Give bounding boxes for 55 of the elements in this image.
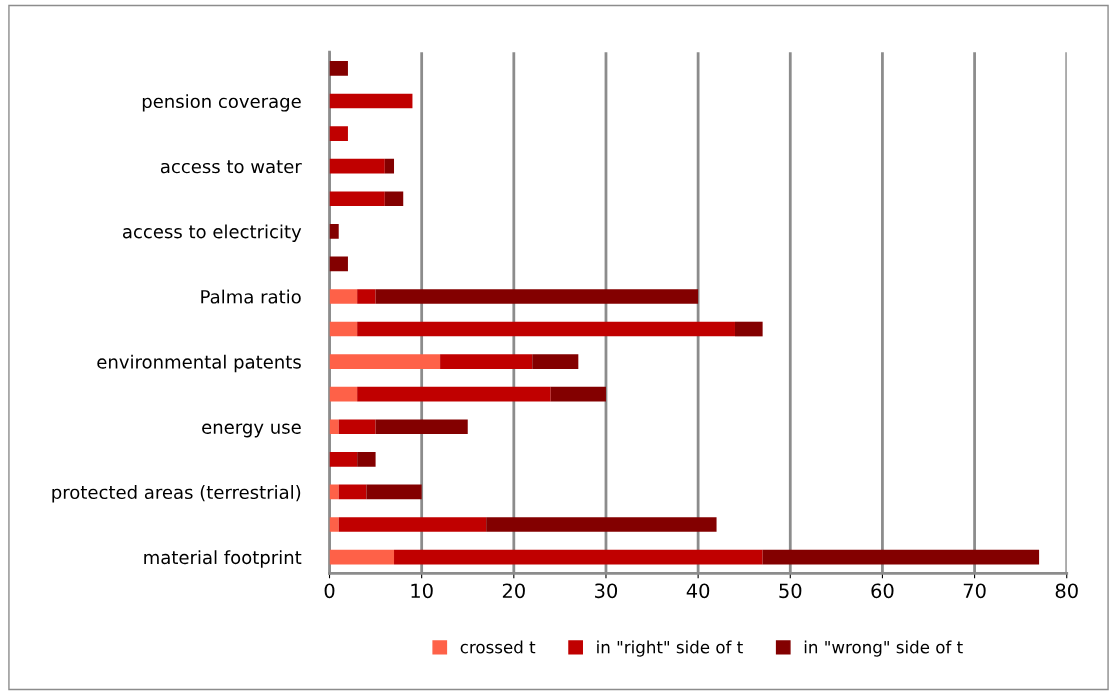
y-tick-label: material footprint <box>144 550 302 568</box>
y-tick-label: Palma ratio <box>201 289 301 304</box>
x-tick-label: 70 <box>963 583 986 599</box>
y-tick-label: access to water <box>160 160 302 174</box>
bar <box>486 517 717 532</box>
bar <box>384 191 404 207</box>
bar <box>329 126 348 141</box>
bar <box>329 419 339 435</box>
bar <box>329 93 413 109</box>
y-tick-label: energy use <box>202 423 301 438</box>
bar <box>329 517 339 532</box>
bar <box>550 386 606 402</box>
y-tick-label: access to electricity <box>122 224 302 242</box>
x-tick-label: 50 <box>779 583 802 599</box>
bar <box>329 191 385 207</box>
bar <box>338 484 367 500</box>
bar <box>384 158 395 174</box>
bar <box>762 549 1040 565</box>
bar <box>329 484 339 500</box>
bar <box>375 419 468 435</box>
bar <box>366 484 422 500</box>
bar <box>329 386 358 402</box>
bar <box>329 549 395 565</box>
bar <box>338 517 487 532</box>
bar <box>734 321 763 337</box>
legend-label: crossed t <box>460 640 536 654</box>
bar <box>357 452 376 467</box>
bar <box>338 419 376 435</box>
x-tick-label: 20 <box>502 583 525 599</box>
x-tick-label: 60 <box>871 583 894 599</box>
bar <box>329 256 348 272</box>
bar <box>357 289 376 304</box>
x-tick-label: 40 <box>686 583 710 599</box>
y-tick-label: environmental patents <box>97 354 301 373</box>
legend-label: in "right" side of t <box>597 640 743 657</box>
bar <box>329 289 358 304</box>
x-tick-label: 0 <box>324 583 335 599</box>
bar <box>357 386 551 402</box>
y-tick-label: pension coverage <box>142 94 301 112</box>
bar <box>375 289 699 304</box>
bar <box>329 61 348 76</box>
legend-label: in "wrong" side of t <box>804 640 963 657</box>
bar <box>329 223 339 239</box>
bar <box>440 354 533 369</box>
x-tick-label: 10 <box>411 583 433 599</box>
bar <box>532 354 579 369</box>
bar <box>357 321 735 337</box>
x-tick-label: 30 <box>595 583 618 599</box>
bar <box>329 452 358 467</box>
bar <box>394 549 763 565</box>
x-tick-label: 80 <box>1055 583 1078 599</box>
y-tick-label: protected areas (terrestrial) <box>52 485 301 503</box>
bar <box>329 158 385 174</box>
bar <box>329 321 358 337</box>
bar <box>329 354 441 369</box>
